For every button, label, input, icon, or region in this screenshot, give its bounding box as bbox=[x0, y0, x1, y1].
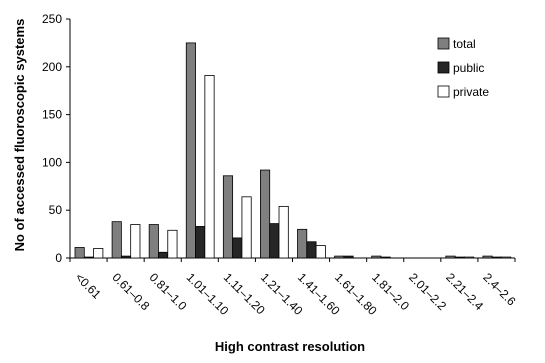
bar-private bbox=[241, 196, 252, 259]
bar-public bbox=[380, 256, 391, 259]
y-tick-label: 200 bbox=[42, 60, 62, 74]
legend-swatch-total bbox=[437, 37, 450, 50]
y-tick-label: 150 bbox=[42, 108, 62, 122]
bar-private bbox=[464, 256, 475, 259]
bar-public bbox=[158, 251, 169, 259]
bar-public bbox=[343, 255, 354, 259]
bar-total bbox=[334, 255, 345, 259]
bar-total bbox=[185, 42, 196, 259]
x-tick-label: 0.81–1.0 bbox=[147, 270, 190, 313]
y-tick-label: 0 bbox=[55, 251, 62, 265]
bar-total bbox=[111, 221, 122, 259]
x-tick-label: 0.61–0.8 bbox=[110, 270, 153, 313]
bar-private bbox=[204, 75, 215, 259]
bar-public bbox=[120, 255, 132, 259]
x-tick-label: 2.01–2.2 bbox=[406, 270, 449, 313]
bar-total bbox=[371, 255, 382, 259]
bar-private bbox=[501, 256, 512, 259]
bar-public bbox=[491, 256, 502, 259]
bar-private bbox=[167, 229, 178, 259]
legend-label-total: total bbox=[453, 37, 476, 51]
bar-public bbox=[454, 256, 465, 259]
legend-swatch-public bbox=[437, 61, 450, 74]
bars bbox=[74, 42, 512, 259]
bar-private bbox=[315, 245, 326, 259]
x-tick-label: 2.21–2.4 bbox=[443, 270, 486, 313]
bar-private bbox=[130, 224, 141, 259]
bar-total bbox=[482, 255, 493, 259]
bar-private bbox=[93, 248, 104, 259]
bar-public bbox=[195, 226, 206, 259]
bar-private bbox=[278, 205, 289, 259]
bar-public bbox=[269, 223, 280, 259]
legend-swatch-private bbox=[437, 85, 450, 98]
x-tick-label: <0.61 bbox=[72, 270, 104, 302]
legend: total public private bbox=[437, 37, 489, 99]
legend-label-public: public bbox=[453, 61, 484, 75]
bar-public bbox=[83, 256, 95, 259]
bar-total bbox=[260, 169, 271, 259]
legend-label-private: private bbox=[453, 85, 489, 99]
bar-public bbox=[306, 241, 317, 259]
bar-total bbox=[222, 175, 234, 259]
bar-total bbox=[445, 255, 456, 259]
x-axis-title: High contrast resolution bbox=[215, 339, 365, 354]
bar-total bbox=[297, 228, 308, 259]
y-axis-title: No of accessed fluoroscopic systems bbox=[12, 19, 27, 252]
y-tick-label: 100 bbox=[42, 155, 62, 169]
bar-total bbox=[148, 224, 159, 259]
bar-total bbox=[74, 247, 85, 259]
y-tick-label: 250 bbox=[42, 12, 62, 26]
y-tick-label: 50 bbox=[49, 203, 63, 217]
bar-public bbox=[232, 237, 243, 259]
